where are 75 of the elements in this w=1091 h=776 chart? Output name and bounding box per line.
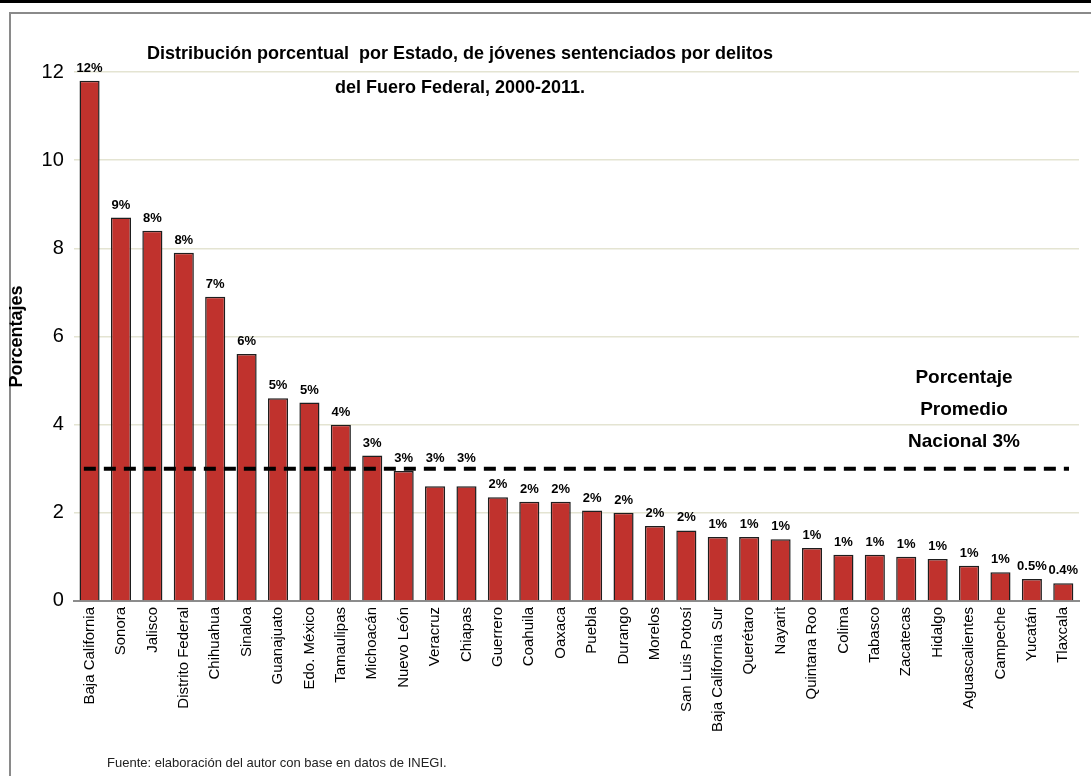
data-label: 1% (991, 551, 1011, 567)
data-label: 2% (551, 480, 571, 496)
x-tick-label: Morelos (645, 606, 663, 661)
x-tick-label: Guerrero (488, 606, 506, 667)
data-label: 1% (928, 538, 948, 554)
x-tick-label: Zacatecas (896, 606, 914, 677)
data-label: 1% (802, 527, 822, 543)
data-label: 3% (457, 449, 477, 465)
x-tick-label: Sinaloa (236, 606, 254, 657)
data-label: 1% (739, 516, 760, 532)
x-tick-label: Jalisco (142, 606, 160, 653)
x-tick-label: Distrito Federal (173, 606, 191, 709)
x-tick-label: Querétaro (739, 606, 757, 675)
data-label: 2% (488, 476, 508, 492)
data-label: 5% (300, 381, 320, 397)
y-tick-label: 0 (52, 588, 64, 611)
data-label: 3% (425, 449, 445, 465)
data-label: 1% (771, 518, 791, 534)
data-label: 1% (865, 533, 885, 549)
x-tick-label: Veracruz (425, 606, 443, 667)
data-label: 7% (205, 275, 226, 291)
y-tick-label: 12 (41, 59, 64, 82)
data-label: 8% (174, 231, 194, 247)
data-label: 2% (582, 489, 602, 505)
data-label: 6% (237, 333, 257, 349)
data-label: 1% (959, 544, 979, 560)
data-label: 2% (676, 509, 697, 525)
y-axis-title: Porcentajes (5, 285, 26, 388)
x-tick-label: San Luis Potosí (676, 606, 694, 713)
y-tick-label: 4 (52, 412, 64, 435)
x-tick-label: Puebla (582, 606, 600, 654)
x-tick-label: Hidalgo (927, 606, 945, 658)
source-note: Fuente: elaboración del autor con base en datos de INEGI. (107, 755, 447, 770)
x-tick-label: Aguascalientes (959, 606, 977, 709)
data-label: 8% (142, 209, 163, 225)
data-label: 2% (614, 491, 634, 507)
x-tick-label: Chiapas (456, 606, 474, 662)
data-label: 9% (111, 196, 131, 212)
x-tick-label: Quintana Roo (802, 606, 820, 700)
x-tick-label: Oaxaca (550, 606, 568, 659)
data-label: 4% (331, 403, 351, 419)
y-tick-label: 6 (52, 323, 64, 346)
data-label: 2% (645, 505, 665, 521)
x-tick-label: Durango (613, 606, 631, 665)
x-tick-label: Guanajuato (268, 606, 286, 685)
x-tick-label: Nuevo León (393, 606, 411, 688)
x-tick-label: Baja California (79, 606, 97, 705)
data-label: 1% (834, 533, 854, 549)
x-tick-label: Sonora (111, 606, 129, 656)
x-tick-label: Colima (833, 606, 851, 654)
x-tick-label: Michoacán (362, 606, 380, 680)
x-tick-label: Edo. México (299, 606, 317, 690)
x-tick-label: Baja California Sur (707, 606, 725, 732)
y-tick-label: 8 (52, 235, 64, 258)
ref-line-label: Porcentaje Promedio Nacional 3% (908, 365, 1021, 451)
x-tick-label: Chihuahua (205, 606, 223, 680)
chart-title: Distribución porcentual por Estado, de jóvenes sentenciados por delitos del Fuero Federal, 2000-2011. (145, 42, 775, 99)
data-label: 1% (708, 516, 728, 532)
data-label: 1% (896, 535, 917, 551)
x-tick-label: Coahuila (519, 606, 537, 667)
data-label: 3% (394, 449, 414, 465)
x-tick-label: Tlaxcala (1053, 606, 1071, 663)
data-label: 2% (519, 480, 540, 496)
data-label: 5% (268, 377, 288, 393)
x-tick-label: Nayarit (770, 606, 788, 655)
x-tick-label: Campeche (990, 606, 1008, 680)
data-label: 12% (76, 59, 103, 75)
x-tick-label: Tamaulipas (330, 606, 348, 683)
data-label: 3% (362, 434, 383, 450)
x-tick-label: Yucatán (1022, 606, 1040, 662)
y-tick-label: 10 (41, 147, 64, 170)
y-tick-label: 2 (52, 500, 64, 523)
data-label: 0.4% (1048, 562, 1079, 578)
data-label: 0.5% (1017, 557, 1048, 573)
x-tick-label: Tabasco (864, 606, 882, 663)
